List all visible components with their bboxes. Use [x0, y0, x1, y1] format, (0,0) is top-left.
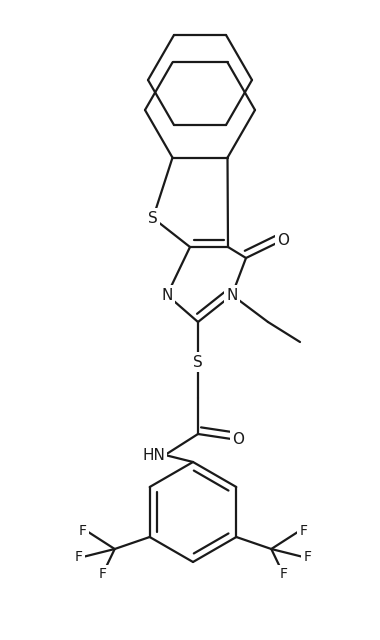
Text: S: S: [193, 355, 203, 369]
Text: F: F: [99, 567, 107, 581]
Text: F: F: [299, 524, 307, 538]
Text: N: N: [162, 287, 173, 303]
Text: O: O: [277, 232, 289, 248]
Text: F: F: [303, 550, 311, 564]
Text: N: N: [226, 287, 238, 303]
Text: F: F: [75, 550, 83, 564]
Text: HN: HN: [142, 447, 165, 463]
Text: F: F: [79, 524, 87, 538]
Text: F: F: [279, 567, 287, 581]
Text: O: O: [232, 433, 244, 447]
Text: S: S: [148, 211, 158, 225]
